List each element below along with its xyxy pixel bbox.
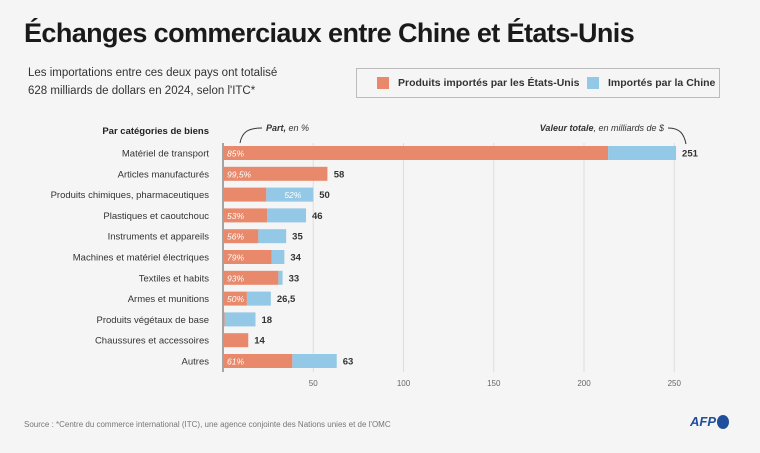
share-label: 85% — [227, 149, 244, 159]
total-label: 251 — [682, 149, 699, 160]
category-label: Plastiques et caoutchouc — [103, 211, 209, 222]
bar-china-10 — [292, 354, 337, 368]
x-tick-label: 200 — [577, 379, 591, 388]
x-tick-label: 50 — [309, 379, 318, 388]
total-note-arrow — [667, 127, 687, 145]
share-label: 93% — [227, 273, 244, 283]
share-label: 56% — [227, 232, 244, 242]
subtitle-line-2: 628 milliards de dollars en 2024, selon … — [28, 85, 256, 97]
afp-logo: AFP — [690, 414, 729, 429]
share-note-arrow — [239, 127, 263, 144]
bar-us-0 — [223, 146, 609, 160]
x-tick-label: 150 — [487, 379, 501, 388]
bar-china-6 — [278, 270, 283, 285]
bar-china-4 — [258, 229, 287, 244]
bar-china-5 — [271, 250, 285, 264]
bar-china-8 — [224, 312, 256, 327]
category-label: Produits chimiques, pharmaceutiques — [51, 190, 210, 201]
share-label: 52% — [284, 190, 301, 200]
legend-label-us: Produits importés par les États-Unis — [398, 77, 580, 89]
bar-china-2 — [266, 187, 314, 202]
bar-us-6 — [223, 270, 279, 285]
category-label: Produits végétaux de base — [97, 315, 210, 326]
bar-china-1 — [327, 166, 328, 181]
category-header: Par catégories de biens — [102, 126, 209, 137]
category-label: Articles manufacturés — [118, 169, 210, 180]
share-label: 61% — [227, 357, 244, 367]
bar-china-0 — [608, 146, 677, 160]
legend: Produits importés par les États-Unis Imp… — [356, 68, 720, 98]
category-label: Matériel de transport — [122, 149, 209, 160]
total-label: 58 — [334, 169, 345, 180]
bar-china-3 — [267, 208, 307, 223]
total-label: 33 — [289, 273, 300, 284]
category-label: Armes et munitions — [128, 294, 210, 305]
total-note: Valeur totale, en milliards de $ — [540, 123, 665, 133]
total-label: 63 — [343, 357, 354, 368]
bar-us-4 — [223, 229, 259, 244]
x-tick-label: 100 — [397, 379, 411, 388]
legend-item-china: Importés par la Chine — [587, 77, 715, 89]
category-label: Chaussures et accessoires — [95, 336, 209, 347]
bar-us-3 — [223, 208, 268, 223]
bar-us-5 — [223, 250, 272, 264]
bar-china-7 — [246, 291, 271, 306]
share-label: 50% — [227, 294, 244, 304]
bar-us-2 — [223, 187, 267, 202]
bar-us-8 — [223, 312, 225, 327]
category-label: Autres — [182, 357, 210, 368]
share-note: Part, en % — [266, 123, 309, 133]
bar-us-10 — [223, 354, 293, 368]
legend-label-china: Importés par la Chine — [608, 77, 716, 89]
total-label: 34 — [290, 253, 301, 264]
share-label: 79% — [227, 253, 244, 263]
total-label: 46 — [312, 211, 323, 222]
bar-us-7 — [223, 291, 247, 306]
source-note: Source : *Centre du commerce internation… — [24, 420, 391, 429]
x-tick-label: 250 — [668, 379, 682, 388]
share-label: 99,5% — [227, 169, 252, 179]
category-label: Textiles et habits — [139, 273, 209, 284]
bar-chart: 50 100 150 200 250 Par catégories de biens Par… — [51, 123, 699, 388]
total-label: 50 — [319, 190, 330, 201]
total-label: 35 — [292, 232, 303, 243]
bar-us-9 — [223, 333, 249, 348]
category-label: Instruments et appareils — [108, 232, 210, 243]
share-label: 53% — [227, 211, 244, 221]
subtitle-line-1: Les importations entre ces deux pays ont… — [28, 67, 278, 79]
total-label: 18 — [261, 315, 272, 326]
total-label: 14 — [254, 336, 265, 347]
category-label: Machines et matériel électriques — [73, 253, 209, 264]
legend-swatch-us — [377, 77, 389, 89]
total-label: 26,5 — [277, 294, 296, 305]
legend-item-us: Produits importés par les États-Unis — [377, 77, 579, 89]
bar-us-1 — [223, 166, 328, 181]
legend-swatch-china — [587, 77, 599, 89]
chart-title: Échanges commerciaux entre Chine et État… — [24, 18, 635, 48]
